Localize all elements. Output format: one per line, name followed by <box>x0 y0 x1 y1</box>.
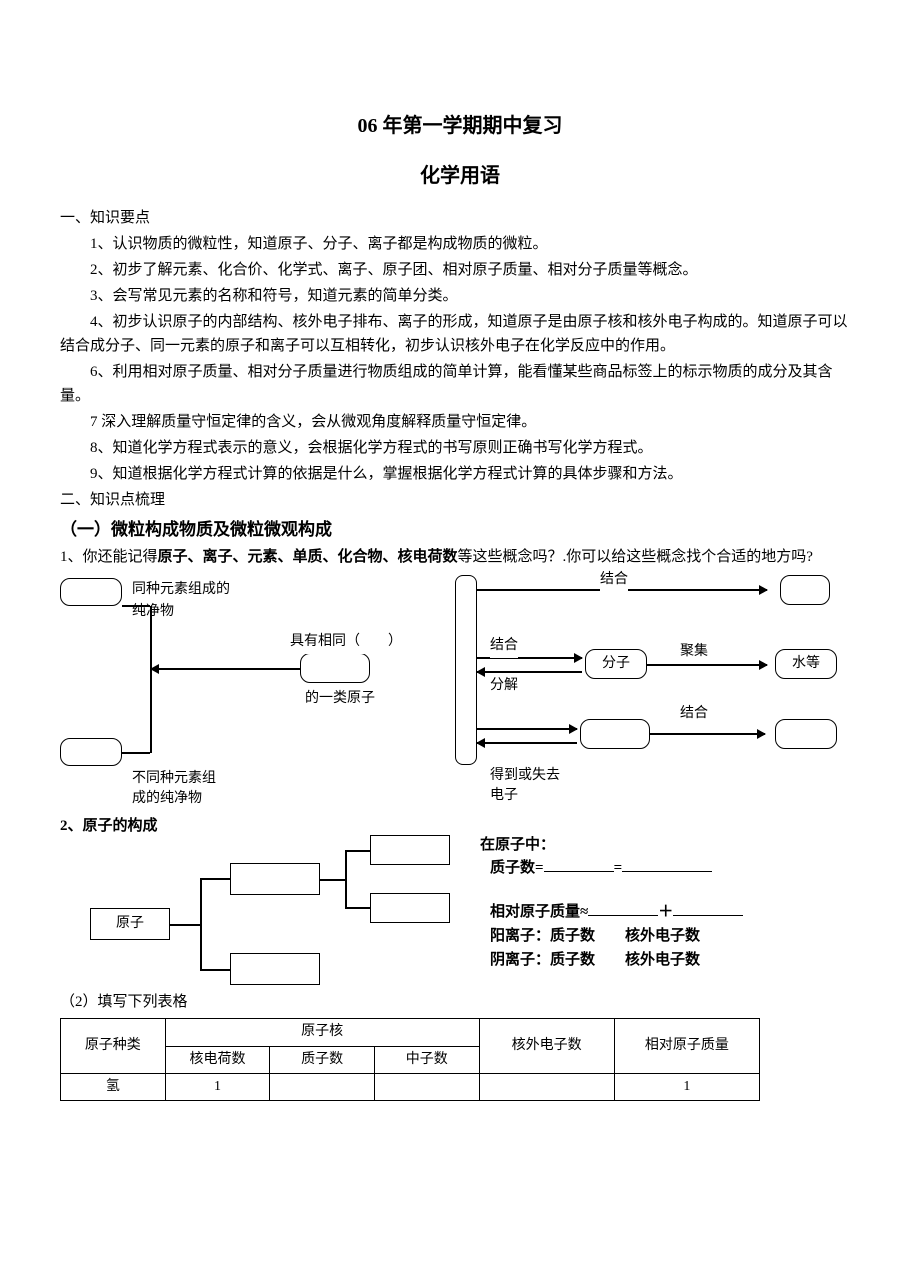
box-bottom-left <box>60 738 122 766</box>
point-6: 6、利用相对原子质量、相对分子质量进行物质组成的简单计算，能看懂某些商品标签上的… <box>60 360 860 408</box>
question-1: 1、你还能记得原子、离子、元素、单质、化合物、核电荷数等这些概念吗？.你可以给这… <box>60 545 860 569</box>
th-neutron: 中子数 <box>374 1046 479 1073</box>
point-8: 8、知道化学方程式表示的意义，会根据化学方程式的书写原则正确书写化学方程式。 <box>60 436 860 460</box>
label-combine-mid: 结合 <box>490 635 518 657</box>
proton-eq-a: 质子数= <box>490 860 544 876</box>
th-atomtype: 原子种类 <box>61 1019 166 1074</box>
cell-h-neutron <box>374 1073 479 1100</box>
box-molecule: 分子 <box>585 649 647 679</box>
atom-anion: 阴离子：质子数 核外电子数 <box>490 948 700 972</box>
atom-diagram: 原子 在原子中： 质子数== 相对原子质量≈＋ 阳离子：质子数 核外电子数 阴离… <box>60 838 860 988</box>
label-pure2: 成的纯净物 <box>132 788 202 810</box>
q1-suffix: 等这些概念吗？.你可以给这些概念找个合适的地方吗? <box>458 549 813 565</box>
label-combine-top: 结合 <box>600 569 628 591</box>
sub1-heading: （一）微粒构成物质及微粒微观构成 <box>60 516 860 543</box>
table-heading: （2）填写下列表格 <box>60 990 860 1014</box>
atom-table: 原子种类 原子核 核外电子数 相对原子质量 核电荷数 质子数 中子数 氢 1 1 <box>60 1018 760 1101</box>
atom-cation: 阳离子：质子数 核外电子数 <box>490 924 700 948</box>
point-4: 4、初步认识原子的内部结构、核外电子排布、离子的形成，知道原子是由原子核和核外电… <box>60 310 860 358</box>
label-same-element: 同种元素组成的 <box>132 579 230 601</box>
proton-eq-b: = <box>614 860 623 876</box>
arrow-decompose-mid <box>477 671 582 673</box>
left-bot-h <box>122 752 150 754</box>
section1-heading: 一、知识要点 <box>60 206 860 230</box>
th-proton: 质子数 <box>270 1046 375 1073</box>
atom-h1 <box>170 924 200 926</box>
point-2: 2、初步了解元素、化合价、化学式、离子、原子团、相对原子质量、相对分子质量等概念… <box>60 258 860 282</box>
point-7: 7 深入理解质量守恒定律的含义，会从微观角度解释质量守恒定律。 <box>60 410 860 434</box>
cell-h-electron <box>479 1073 614 1100</box>
label-aggregate: 聚集 <box>680 641 708 663</box>
relmass-b: ＋ <box>658 904 673 920</box>
box-center-left <box>300 653 370 683</box>
label-combine-bot: 结合 <box>680 703 708 725</box>
page-title-1: 06 年第一学期期中复习 <box>60 110 860 142</box>
arrow-aggregate <box>647 664 767 666</box>
th-extra-e: 核外电子数 <box>479 1019 614 1074</box>
cell-h-charge: 1 <box>165 1073 270 1100</box>
atom-h2 <box>320 879 345 881</box>
concept-diagram: 同种元素组成的 纯净物 具有相同（ ） 的一类原子 不同种元素组 成的纯净物 结… <box>60 573 860 808</box>
point-9: 9、知道根据化学方程式计算的依据是什么，掌握根据化学方程式计算的具体步骤和方法。 <box>60 462 860 486</box>
atom-proton-eq: 质子数= = <box>490 856 712 880</box>
label-same-blank: 具有相同（ ） <box>290 631 402 653</box>
atom-h1b <box>200 969 230 971</box>
box-neutron <box>370 893 450 923</box>
label-electron: 电子 <box>490 785 518 807</box>
atom-heading: 2、原子的构成 <box>60 814 860 838</box>
page-title-2: 化学用语 <box>60 160 860 192</box>
box-top-left <box>60 578 122 606</box>
box-nucleus <box>230 863 320 895</box>
left-top-h <box>122 605 150 607</box>
point-1: 1、认识物质的微粒性，知道原子、分子、离子都是构成物质的微粒。 <box>60 232 860 256</box>
left-vline <box>150 606 152 753</box>
q1-bold: 原子、离子、元素、单质、化合物、核电荷数 <box>158 549 458 565</box>
arrow-combine-bot <box>650 733 765 735</box>
cell-h-name: 氢 <box>61 1073 166 1100</box>
blank-2 <box>622 856 712 872</box>
atom-h1a <box>200 878 230 880</box>
relmass-a: 相对原子质量≈ <box>490 904 588 920</box>
th-nuccharge: 核电荷数 <box>165 1046 270 1073</box>
section2-heading: 二、知识点梳理 <box>60 488 860 512</box>
arrow-gainlose-r <box>477 728 577 730</box>
label-decompose: 分解 <box>490 675 518 697</box>
box-ion <box>580 719 650 749</box>
atom-v1 <box>200 878 202 970</box>
label-kind-atom: 的一类原子 <box>305 688 375 710</box>
box-tall-center <box>455 575 477 765</box>
blank-3 <box>588 900 658 916</box>
left-arrow <box>151 668 300 670</box>
box-top-right <box>780 575 830 605</box>
atom-h2a <box>345 850 370 852</box>
box-atom: 原子 <box>90 908 170 940</box>
blank-4 <box>673 900 743 916</box>
atom-relmass: 相对原子质量≈ ＋ <box>490 900 743 924</box>
box-electron-shell <box>230 953 320 985</box>
blank-1 <box>544 856 614 872</box>
box-proton <box>370 835 450 865</box>
cell-h-mass: 1 <box>614 1073 759 1100</box>
cell-h-proton <box>270 1073 375 1100</box>
point-3: 3、会写常见元素的名称和符号，知道元素的简单分类。 <box>60 284 860 308</box>
q1-prefix: 1、你还能记得 <box>60 549 158 565</box>
atom-v2 <box>345 850 347 908</box>
th-relmass: 相对原子质量 <box>614 1019 759 1074</box>
box-water: 水等 <box>775 649 837 679</box>
th-nucleus: 原子核 <box>165 1019 479 1046</box>
arrow-gainlose-l <box>477 742 577 744</box>
atom-h2b <box>345 907 370 909</box>
atom-in-atom: 在原子中： <box>480 833 555 857</box>
box-bottom-right <box>775 719 837 749</box>
